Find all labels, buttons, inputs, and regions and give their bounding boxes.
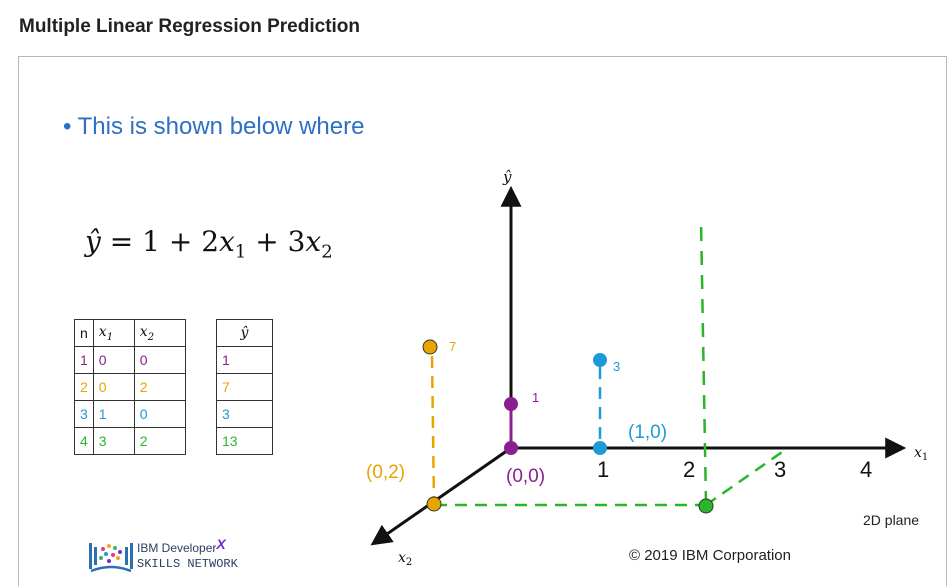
point-purple-top xyxy=(504,397,518,411)
point-purple-base xyxy=(504,441,518,455)
green-plane-diagonal xyxy=(705,448,786,507)
yellow-vertical xyxy=(430,355,436,504)
x1-tick-2: 2 xyxy=(683,457,695,482)
value-label-3: 3 xyxy=(613,359,620,374)
bullet-label: This is shown below where xyxy=(77,113,365,140)
table-row: 3 1 0 xyxy=(74,400,186,428)
y-axis-label: ŷ xyxy=(502,168,512,186)
cell-yhat: 7 xyxy=(216,373,273,401)
green-vertical xyxy=(699,219,708,506)
eq-intercept: 1 xyxy=(142,225,160,258)
table-row: 7 xyxy=(216,373,273,401)
yhat-table: ŷ 1 7 3 13 xyxy=(216,319,273,455)
cell-yhat: 13 xyxy=(216,427,273,455)
x1-tick-1: 1 xyxy=(597,457,609,482)
table-row: 3 xyxy=(216,400,273,428)
x1-tick-3: 3 xyxy=(774,457,786,482)
point-label-0-2: (0,2) xyxy=(366,462,405,483)
eq-equals: = xyxy=(109,225,134,258)
logo-line2: SKILLS NETWORK xyxy=(137,557,238,571)
point-label-1-0: (1,0) xyxy=(628,422,667,443)
cell-x1: 1 xyxy=(92,400,135,428)
eq-coef-2: 3 xyxy=(287,225,306,258)
point-blue-base xyxy=(593,441,607,455)
page-title: Multiple Linear Regression Prediction xyxy=(19,16,361,37)
yhat-table-header: ŷ xyxy=(216,319,273,347)
cell-x1: 0 xyxy=(92,373,135,401)
x2-axis-label: x2 xyxy=(398,550,412,568)
eq-coef-1: 2 xyxy=(201,225,220,258)
eq-sub-2: 2 xyxy=(321,241,333,263)
cell-yhat: 1 xyxy=(216,346,273,374)
regression-equation: ŷ = 1 + 2x1 + 3x2 xyxy=(85,225,333,263)
eq-var-1: x xyxy=(219,225,235,258)
cell-x2: 2 xyxy=(133,427,186,455)
bullet-text: • This is shown below where xyxy=(63,113,365,140)
x2-axis xyxy=(370,446,512,546)
table-row: 4 3 2 xyxy=(74,427,186,455)
cell-yhat: 3 xyxy=(216,400,273,428)
x1-tick-4: 4 xyxy=(860,457,872,482)
copyright: © 2019 IBM Corporation xyxy=(629,547,791,564)
plane-label: 2D plane xyxy=(863,512,920,528)
ibm-skills-logo: IBM DeveloperX SKILLS NETWORK xyxy=(87,536,257,577)
table-row: 1 xyxy=(216,346,273,374)
slide-panel: • This is shown below where ŷ = 1 + 2x1 … xyxy=(18,56,947,586)
header-yhat: ŷ xyxy=(216,319,273,347)
cell-x1: 3 xyxy=(92,427,135,455)
eq-lhs: ŷ xyxy=(85,225,101,258)
point-blue-top xyxy=(593,353,607,367)
x1-axis-label: x1 xyxy=(914,445,928,463)
eq-plus-2: + xyxy=(255,225,279,258)
point-green-base xyxy=(698,498,714,514)
input-table: n x1 x2 1 0 0 2 0 2 3 1 0 4 3 2 xyxy=(74,319,186,455)
cell-x1: 0 xyxy=(92,346,135,374)
eq-var-2: x xyxy=(305,225,322,258)
eq-sub-1: 1 xyxy=(234,241,247,263)
eq-plus-1: + xyxy=(168,225,193,258)
point-yellow-top xyxy=(422,339,438,355)
skills-network-icon xyxy=(89,543,133,573)
table-row: 2 0 2 xyxy=(74,373,186,401)
logo-line1: IBM DeveloperX xyxy=(137,536,226,555)
header-x2: x2 xyxy=(133,319,186,347)
point-yellow-base xyxy=(426,496,442,512)
value-label-7: 7 xyxy=(449,339,456,354)
table-row: 13 xyxy=(216,427,273,455)
point-label-origin: (0,0) xyxy=(506,466,545,487)
value-label-1: 1 xyxy=(532,390,539,405)
